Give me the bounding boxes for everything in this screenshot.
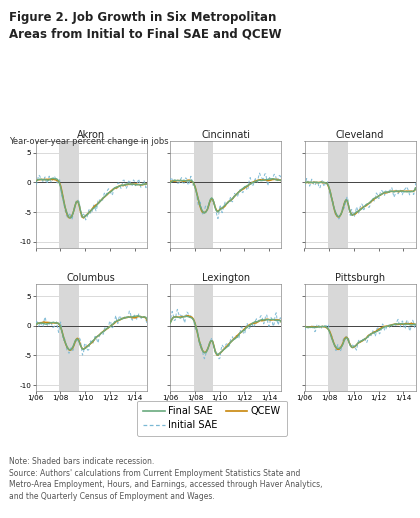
- Text: Figure 2. Job Growth in Six Metropolitan
Areas from Initial to Final SAE and QCE: Figure 2. Job Growth in Six Metropolitan…: [9, 11, 282, 40]
- Legend: Final SAE, Initial SAE, QCEW: Final SAE, Initial SAE, QCEW: [137, 400, 287, 436]
- Text: Note: Shaded bars indicate recession.
Source: Authors' calculations from Current: Note: Shaded bars indicate recession. So…: [9, 457, 323, 501]
- Bar: [194, 284, 213, 391]
- Bar: [194, 141, 213, 248]
- Title: Akron: Akron: [77, 130, 105, 140]
- Title: Cincinnati: Cincinnati: [201, 130, 250, 140]
- Title: Columbus: Columbus: [67, 274, 116, 283]
- Bar: [59, 284, 79, 391]
- Bar: [59, 141, 79, 248]
- Text: Year-over-year percent change in jobs: Year-over-year percent change in jobs: [9, 137, 169, 146]
- Bar: [328, 141, 348, 248]
- Bar: [328, 284, 348, 391]
- Title: Lexington: Lexington: [202, 274, 250, 283]
- Title: Pittsburgh: Pittsburgh: [335, 274, 385, 283]
- Title: Cleveland: Cleveland: [336, 130, 384, 140]
